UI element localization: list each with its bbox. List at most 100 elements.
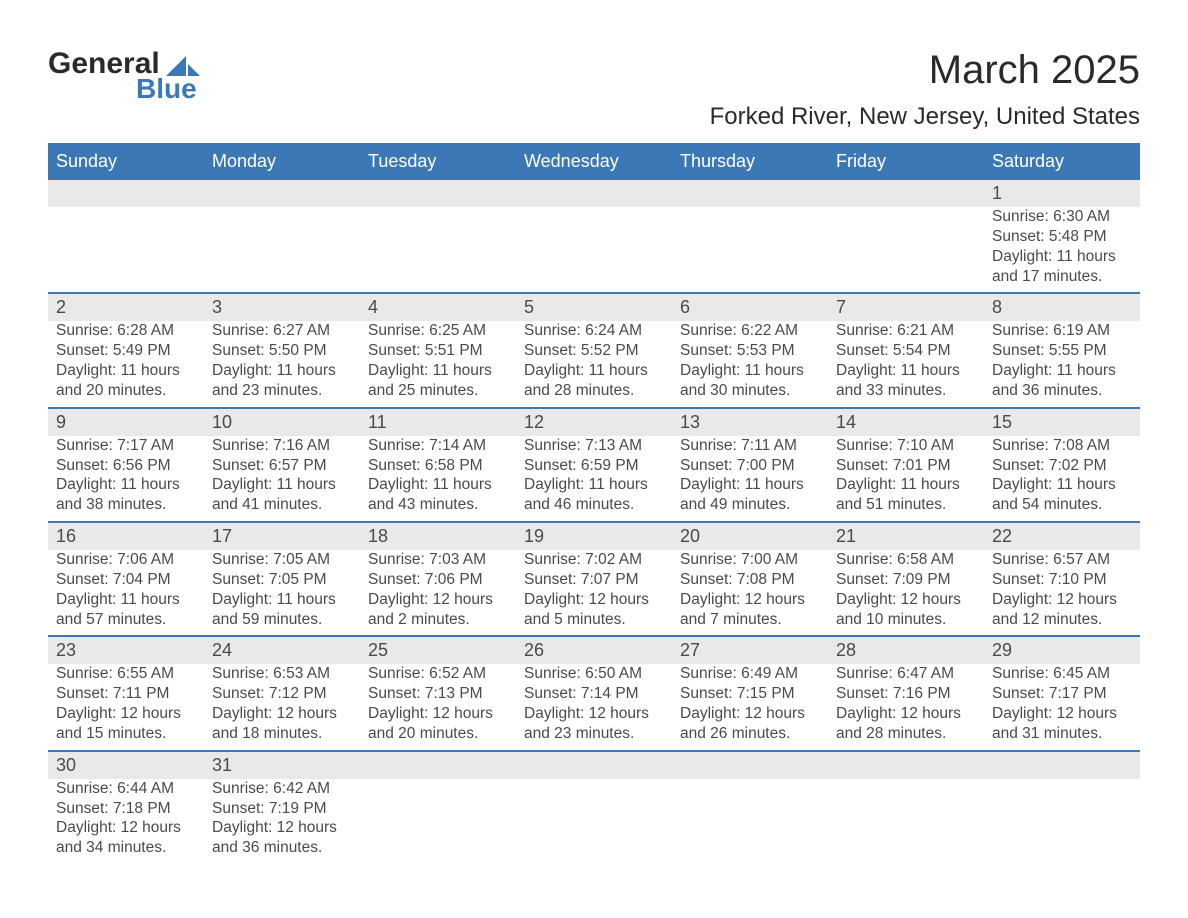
daylight-text: Daylight: 11 hours bbox=[992, 361, 1132, 381]
day-detail-cell: Sunrise: 7:00 AMSunset: 7:08 PMDaylight:… bbox=[672, 550, 828, 636]
sunrise-text: Sunrise: 7:16 AM bbox=[212, 436, 352, 456]
calendar-table: Sunday Monday Tuesday Wednesday Thursday… bbox=[48, 143, 1140, 864]
daylight-text: Daylight: 11 hours bbox=[836, 361, 976, 381]
day-number-cell bbox=[672, 751, 828, 779]
day-number-cell: 10 bbox=[204, 408, 360, 436]
location-subtitle: Forked River, New Jersey, United States bbox=[710, 103, 1140, 131]
daylight-text: Daylight: 11 hours bbox=[56, 475, 196, 495]
daylight-text: and 23 minutes. bbox=[524, 724, 664, 744]
sunrise-text: Sunrise: 6:50 AM bbox=[524, 664, 664, 684]
sunset-text: Sunset: 6:57 PM bbox=[212, 456, 352, 476]
day-detail-cell: Sunrise: 7:06 AMSunset: 7:04 PMDaylight:… bbox=[48, 550, 204, 636]
week-daynum-row: 1 bbox=[48, 179, 1140, 207]
daylight-text: Daylight: 11 hours bbox=[56, 590, 196, 610]
day-header: Tuesday bbox=[360, 144, 516, 179]
sunrise-text: Sunrise: 7:11 AM bbox=[680, 436, 820, 456]
day-number-cell: 19 bbox=[516, 522, 672, 550]
daylight-text: and 34 minutes. bbox=[56, 838, 196, 858]
day-header-row: Sunday Monday Tuesday Wednesday Thursday… bbox=[48, 144, 1140, 179]
week-detail-row: Sunrise: 7:17 AMSunset: 6:56 PMDaylight:… bbox=[48, 436, 1140, 522]
sunset-text: Sunset: 7:00 PM bbox=[680, 456, 820, 476]
sunrise-text: Sunrise: 6:27 AM bbox=[212, 321, 352, 341]
daylight-text: and 17 minutes. bbox=[992, 267, 1132, 287]
day-header: Thursday bbox=[672, 144, 828, 179]
sunrise-text: Sunrise: 6:55 AM bbox=[56, 664, 196, 684]
day-number: 25 bbox=[368, 640, 388, 660]
sunrise-text: Sunrise: 6:24 AM bbox=[524, 321, 664, 341]
day-detail-cell: Sunrise: 6:24 AMSunset: 5:52 PMDaylight:… bbox=[516, 321, 672, 407]
sunset-text: Sunset: 7:01 PM bbox=[836, 456, 976, 476]
day-number-cell bbox=[516, 751, 672, 779]
daylight-text: Daylight: 12 hours bbox=[368, 590, 508, 610]
day-detail-cell: Sunrise: 6:50 AMSunset: 7:14 PMDaylight:… bbox=[516, 664, 672, 750]
day-number: 31 bbox=[212, 755, 232, 775]
sunset-text: Sunset: 5:48 PM bbox=[992, 227, 1132, 247]
daylight-text: and 59 minutes. bbox=[212, 610, 352, 630]
sunrise-text: Sunrise: 6:42 AM bbox=[212, 779, 352, 799]
week-daynum-row: 9101112131415 bbox=[48, 408, 1140, 436]
day-number-cell bbox=[672, 179, 828, 207]
day-detail-cell: Sunrise: 6:55 AMSunset: 7:11 PMDaylight:… bbox=[48, 664, 204, 750]
day-number: 14 bbox=[836, 412, 856, 432]
day-detail-cell: Sunrise: 7:08 AMSunset: 7:02 PMDaylight:… bbox=[984, 436, 1140, 522]
daylight-text: and 5 minutes. bbox=[524, 610, 664, 630]
daylight-text: Daylight: 11 hours bbox=[524, 361, 664, 381]
daylight-text: and 12 minutes. bbox=[992, 610, 1132, 630]
week-detail-row: Sunrise: 6:30 AMSunset: 5:48 PMDaylight:… bbox=[48, 207, 1140, 293]
day-detail-cell bbox=[516, 207, 672, 293]
sunset-text: Sunset: 5:55 PM bbox=[992, 341, 1132, 361]
daylight-text: Daylight: 12 hours bbox=[992, 590, 1132, 610]
day-number-cell: 1 bbox=[984, 179, 1140, 207]
day-number-cell: 14 bbox=[828, 408, 984, 436]
daylight-text: Daylight: 11 hours bbox=[680, 361, 820, 381]
daylight-text: Daylight: 12 hours bbox=[368, 704, 508, 724]
day-header: Monday bbox=[204, 144, 360, 179]
daylight-text: Daylight: 12 hours bbox=[56, 704, 196, 724]
sunset-text: Sunset: 6:58 PM bbox=[368, 456, 508, 476]
week-daynum-row: 23242526272829 bbox=[48, 636, 1140, 664]
day-number-cell bbox=[828, 179, 984, 207]
daylight-text: Daylight: 12 hours bbox=[992, 704, 1132, 724]
sunrise-text: Sunrise: 7:10 AM bbox=[836, 436, 976, 456]
day-number-cell: 25 bbox=[360, 636, 516, 664]
day-number: 24 bbox=[212, 640, 232, 660]
sunset-text: Sunset: 7:19 PM bbox=[212, 799, 352, 819]
day-number: 11 bbox=[368, 412, 387, 432]
day-number-cell: 20 bbox=[672, 522, 828, 550]
day-detail-cell: Sunrise: 6:44 AMSunset: 7:18 PMDaylight:… bbox=[48, 779, 204, 864]
day-number-cell: 8 bbox=[984, 293, 1140, 321]
day-detail-cell: Sunrise: 6:21 AMSunset: 5:54 PMDaylight:… bbox=[828, 321, 984, 407]
day-number: 29 bbox=[992, 640, 1012, 660]
sunset-text: Sunset: 5:50 PM bbox=[212, 341, 352, 361]
day-number: 2 bbox=[56, 297, 66, 317]
daylight-text: Daylight: 11 hours bbox=[992, 475, 1132, 495]
day-number-cell bbox=[360, 751, 516, 779]
daylight-text: and 43 minutes. bbox=[368, 495, 508, 515]
sunset-text: Sunset: 6:56 PM bbox=[56, 456, 196, 476]
day-number-cell: 6 bbox=[672, 293, 828, 321]
day-number: 7 bbox=[836, 297, 846, 317]
sunset-text: Sunset: 5:54 PM bbox=[836, 341, 976, 361]
daylight-text: and 36 minutes. bbox=[992, 381, 1132, 401]
page-header: General Blue March 2025 Forked River, Ne… bbox=[48, 48, 1140, 131]
sunrise-text: Sunrise: 6:28 AM bbox=[56, 321, 196, 341]
day-number: 10 bbox=[212, 412, 232, 432]
day-detail-cell bbox=[360, 207, 516, 293]
day-number-cell: 16 bbox=[48, 522, 204, 550]
day-number: 4 bbox=[368, 297, 378, 317]
day-header: Saturday bbox=[984, 144, 1140, 179]
day-detail-cell: Sunrise: 7:16 AMSunset: 6:57 PMDaylight:… bbox=[204, 436, 360, 522]
day-detail-cell: Sunrise: 6:28 AMSunset: 5:49 PMDaylight:… bbox=[48, 321, 204, 407]
daylight-text: and 33 minutes. bbox=[836, 381, 976, 401]
day-number: 30 bbox=[56, 755, 76, 775]
day-number-cell: 15 bbox=[984, 408, 1140, 436]
day-number-cell: 3 bbox=[204, 293, 360, 321]
daylight-text: and 7 minutes. bbox=[680, 610, 820, 630]
daylight-text: Daylight: 11 hours bbox=[56, 361, 196, 381]
daylight-text: and 57 minutes. bbox=[56, 610, 196, 630]
brand-logo: General Blue bbox=[48, 48, 200, 103]
daylight-text: and 28 minutes. bbox=[836, 724, 976, 744]
sunrise-text: Sunrise: 7:03 AM bbox=[368, 550, 508, 570]
daylight-text: Daylight: 12 hours bbox=[212, 818, 352, 838]
daylight-text: and 36 minutes. bbox=[212, 838, 352, 858]
